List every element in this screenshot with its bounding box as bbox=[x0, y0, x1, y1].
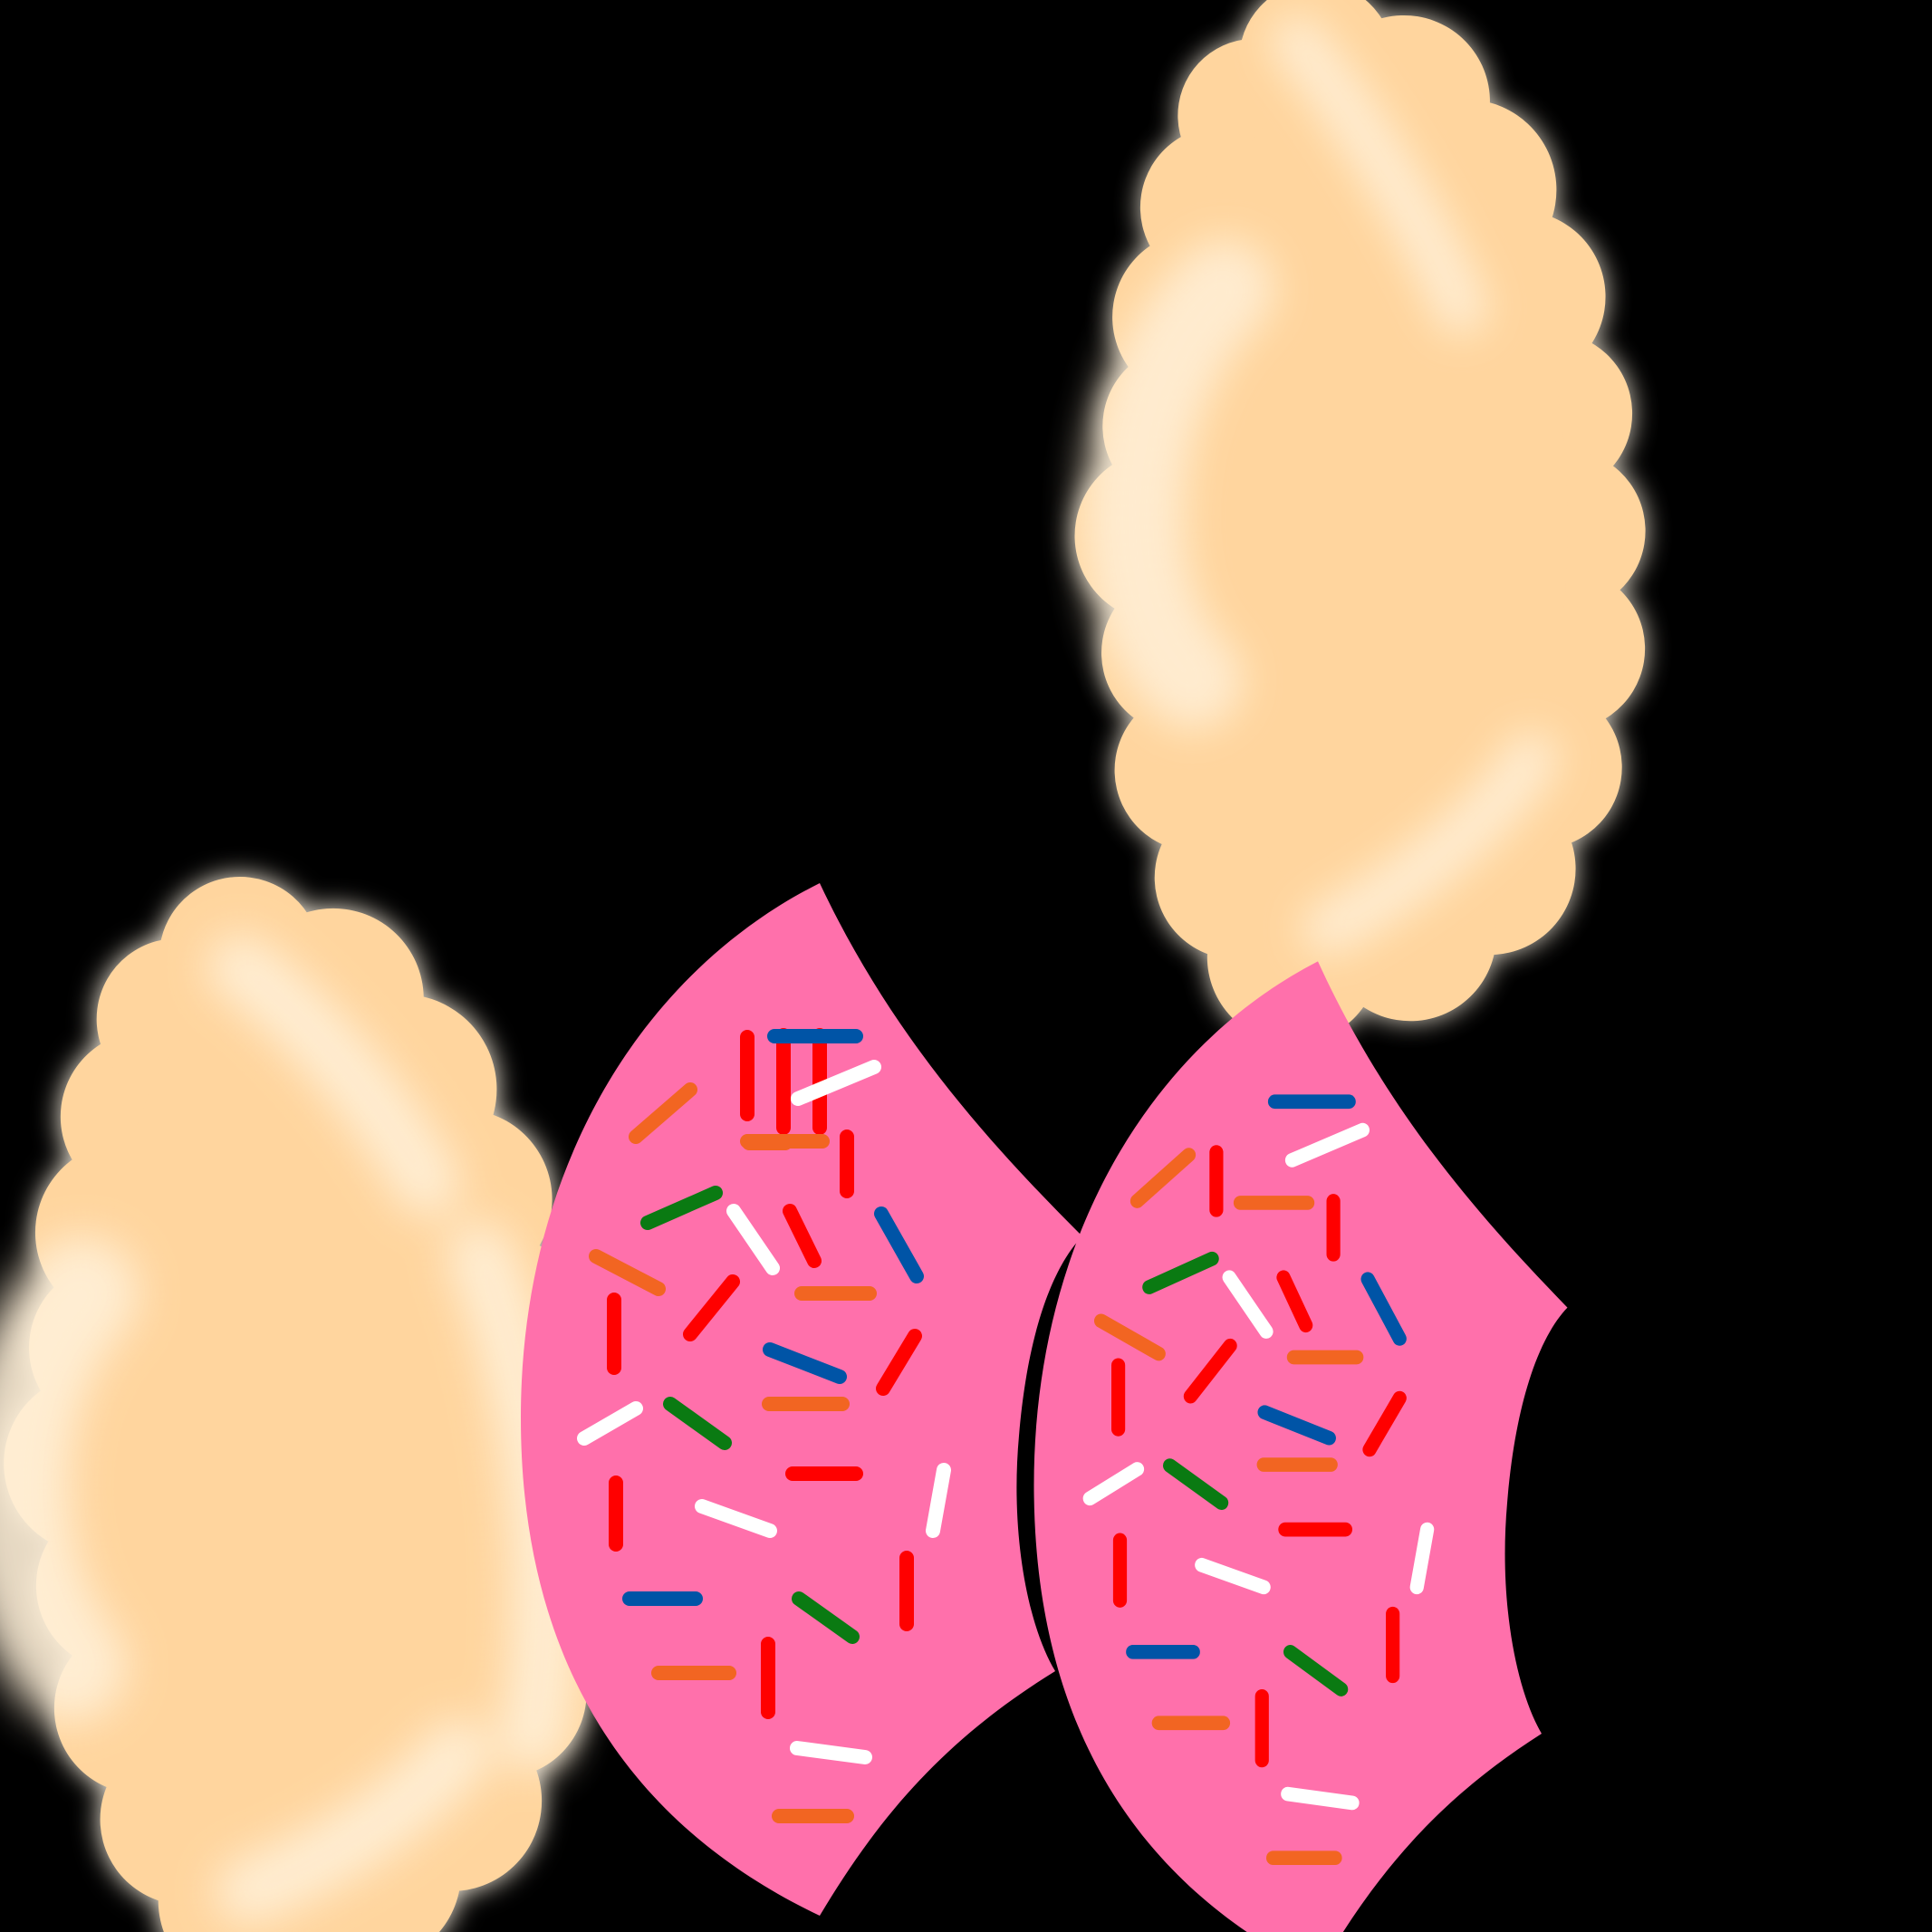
sprinkle bbox=[763, 1342, 847, 1384]
sprinkle bbox=[783, 1204, 822, 1268]
sprinkle bbox=[640, 1186, 723, 1230]
sprinkle bbox=[629, 1082, 697, 1144]
sprinkle bbox=[926, 1463, 951, 1538]
sprinkle bbox=[1284, 1122, 1370, 1168]
sprinkle bbox=[1222, 1270, 1274, 1339]
sprinkle bbox=[1142, 1251, 1219, 1294]
sprinkle bbox=[1360, 1272, 1407, 1346]
sprinkle bbox=[791, 1060, 881, 1106]
sprinkles bbox=[1082, 1094, 1435, 1866]
sprinkle bbox=[1281, 1786, 1360, 1811]
sprinkle bbox=[790, 1741, 872, 1764]
empanada-pastry bbox=[1055, 0, 1663, 1051]
sprinkle bbox=[876, 1329, 922, 1396]
sprinkle bbox=[1276, 1270, 1313, 1333]
frosted-sprinkle-pastry bbox=[521, 883, 1082, 1916]
sprinkles bbox=[577, 1028, 951, 1823]
sprinkle bbox=[1362, 1390, 1407, 1457]
sprinkle bbox=[1409, 1522, 1435, 1595]
sprinkle bbox=[1129, 1148, 1197, 1208]
sprinkle bbox=[1183, 1338, 1237, 1404]
frosted-sprinkle-pastry bbox=[1033, 961, 1568, 1932]
sprinkle bbox=[1283, 1645, 1349, 1697]
sprinkle bbox=[663, 1397, 732, 1450]
sprinkle bbox=[792, 1591, 860, 1644]
sprinkle bbox=[695, 1499, 777, 1538]
sprinkle bbox=[1082, 1462, 1145, 1506]
sprinkle bbox=[874, 1206, 924, 1283]
sprinkle bbox=[1162, 1458, 1229, 1511]
sprinkle bbox=[1093, 1313, 1166, 1361]
sprinkle bbox=[577, 1401, 643, 1446]
sprinkle bbox=[1257, 1405, 1336, 1446]
sprinkle bbox=[726, 1204, 780, 1275]
sprinkle bbox=[589, 1249, 666, 1296]
sprinkle bbox=[1195, 1557, 1271, 1595]
sprinkle bbox=[683, 1274, 740, 1341]
